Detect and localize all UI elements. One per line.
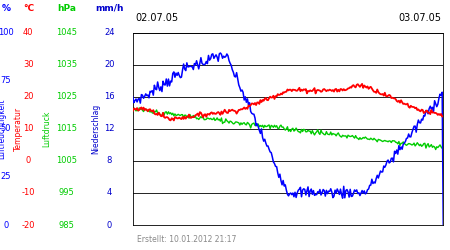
Text: Luftdruck: Luftdruck <box>42 110 51 147</box>
Text: 0: 0 <box>26 156 31 165</box>
Text: Luftfeuchtigkeit: Luftfeuchtigkeit <box>0 98 6 159</box>
Text: 16: 16 <box>104 92 115 101</box>
Text: 1025: 1025 <box>56 92 77 101</box>
Text: mm/h: mm/h <box>95 4 124 13</box>
Text: -10: -10 <box>22 188 35 198</box>
Text: hPa: hPa <box>57 4 76 13</box>
Text: 1015: 1015 <box>56 124 77 133</box>
Text: 995: 995 <box>58 188 74 198</box>
Text: 20: 20 <box>104 60 115 69</box>
Text: 03.07.05: 03.07.05 <box>398 13 441 23</box>
Text: %: % <box>1 4 10 13</box>
Text: Niederschlag: Niederschlag <box>91 104 100 154</box>
Text: -20: -20 <box>22 220 35 230</box>
Text: 12: 12 <box>104 124 115 133</box>
Text: 0: 0 <box>3 220 9 230</box>
Text: 24: 24 <box>104 28 115 37</box>
Text: 10: 10 <box>23 124 34 133</box>
Text: Temperatur: Temperatur <box>14 107 22 151</box>
Text: 100: 100 <box>0 28 14 37</box>
Text: 75: 75 <box>0 76 11 85</box>
Text: 20: 20 <box>23 92 34 101</box>
Text: 4: 4 <box>107 188 112 198</box>
Text: 1035: 1035 <box>56 60 77 69</box>
Text: 50: 50 <box>0 124 11 133</box>
Text: 8: 8 <box>107 156 112 165</box>
Text: 1005: 1005 <box>56 156 77 165</box>
Text: °C: °C <box>23 4 34 13</box>
Text: 985: 985 <box>58 220 75 230</box>
Text: Erstellt: 10.01.2012 21:17: Erstellt: 10.01.2012 21:17 <box>137 235 237 244</box>
Text: 1045: 1045 <box>56 28 77 37</box>
Text: 25: 25 <box>0 172 11 182</box>
Text: 40: 40 <box>23 28 34 37</box>
Text: 30: 30 <box>23 60 34 69</box>
Text: 0: 0 <box>107 220 112 230</box>
Text: 02.07.05: 02.07.05 <box>135 13 178 23</box>
